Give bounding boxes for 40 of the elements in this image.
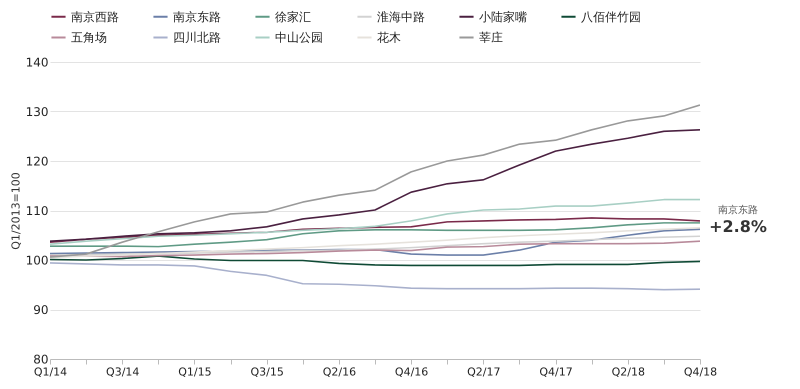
line-series — [50, 240, 700, 258]
line-series — [50, 222, 700, 248]
legend-label: 八佰伴竹园 — [581, 10, 641, 24]
y-tick-label: 90 — [33, 303, 48, 317]
y-tick-label: 80 — [33, 352, 48, 366]
y-axis-title: Q1/2013=100 — [10, 172, 23, 250]
line-series — [50, 217, 700, 243]
y-tick-label: 120 — [26, 154, 48, 168]
x-tick-label: Q4/18 — [684, 366, 718, 378]
x-tick-label: Q3/15 — [250, 366, 284, 378]
legend-label: 花木 — [377, 30, 401, 44]
legend-label: 淮海中路 — [377, 10, 425, 24]
line-series — [50, 255, 700, 266]
line-series — [50, 198, 700, 245]
legend-label: 南京西路 — [71, 10, 119, 24]
y-tick-label: 130 — [26, 105, 48, 119]
legend-label: 中山公园 — [275, 30, 323, 44]
legend-label: 四川北路 — [173, 30, 221, 44]
legend-label: 南京东路 — [173, 10, 221, 24]
x-tick-label: Q3/14 — [106, 366, 140, 378]
y-tick-label: 110 — [26, 204, 48, 218]
x-tick-label: Q2/16 — [322, 366, 356, 378]
line-series — [50, 129, 700, 242]
y-tick-label: 100 — [26, 254, 48, 268]
x-tick-label: Q2/18 — [612, 366, 645, 378]
x-tick-label: Q2/17 — [467, 366, 501, 378]
line-series — [50, 104, 700, 258]
x-tick-label: Q1/15 — [178, 366, 212, 378]
line-series — [50, 262, 700, 290]
y-tick-label: 140 — [26, 56, 48, 70]
x-tick-label: Q4/17 — [539, 366, 573, 378]
line-series — [50, 235, 700, 256]
text: +2.8% — [709, 217, 767, 236]
text: 南京东路 — [718, 204, 758, 216]
legend-label: 五角场 — [71, 30, 107, 44]
x-tick-label: Q4/16 — [394, 366, 428, 378]
legend-label: 莘庄 — [479, 30, 503, 44]
legend-label: 小陆家嘴 — [479, 10, 527, 24]
legend-label: 徐家汇 — [275, 10, 311, 24]
x-tick-label: Q1/14 — [34, 366, 68, 378]
